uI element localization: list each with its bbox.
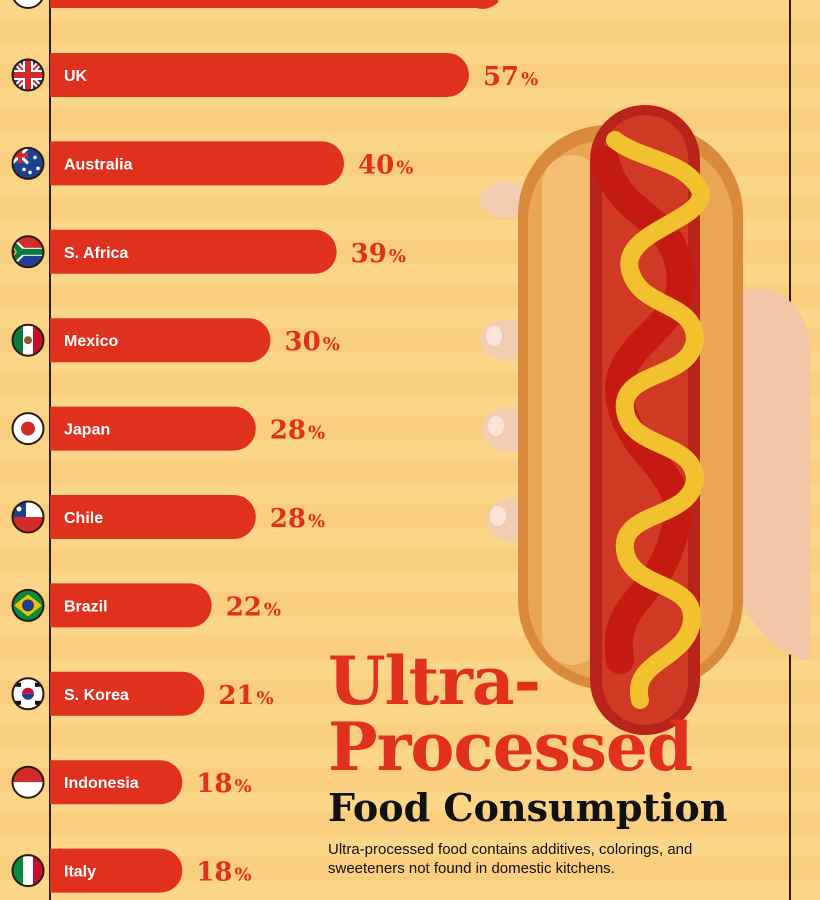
bar-label: S. Africa xyxy=(64,245,128,262)
value-label: 28% xyxy=(270,416,325,446)
italy-flag-icon xyxy=(11,854,45,888)
bar-label: Australia xyxy=(64,156,133,173)
bar-label: Italy xyxy=(64,864,96,881)
south-korea-flag-icon xyxy=(11,677,45,711)
title-line-3: Food Consumption xyxy=(328,785,728,830)
bar-label: Brazil xyxy=(64,598,108,615)
bar-mexico xyxy=(50,318,271,363)
bar-label: Indonesia xyxy=(64,775,139,792)
mexico-flag-icon xyxy=(11,323,45,357)
value-label: 39% xyxy=(351,239,406,269)
brazil-flag-icon xyxy=(11,588,45,622)
bar-partial xyxy=(50,0,499,9)
flag-partial-icon xyxy=(13,0,43,9)
value-label: 28% xyxy=(270,504,325,534)
bar-label: S. Korea xyxy=(64,687,129,704)
value-label: 21% xyxy=(218,681,273,711)
chile-flag-icon xyxy=(11,500,45,534)
south-africa-flag-icon xyxy=(11,235,45,269)
bar-japan xyxy=(50,406,256,451)
hotdog-illustration xyxy=(480,105,810,735)
title-line-1: Ultra- xyxy=(328,642,541,720)
bar-italy xyxy=(50,848,183,893)
value-label: 18% xyxy=(196,858,251,888)
indonesia-flag-icon xyxy=(11,765,45,799)
uk-flag-icon xyxy=(11,58,45,92)
value-label: 18% xyxy=(196,769,251,799)
bar-uk xyxy=(50,53,469,97)
bar-label: Chile xyxy=(64,510,103,527)
bar-label: Mexico xyxy=(64,333,118,350)
bar-label: Japan xyxy=(64,422,110,439)
australia-flag-icon xyxy=(11,146,45,180)
value-label: 22% xyxy=(226,592,281,622)
bar-indonesia xyxy=(50,760,183,805)
bar-brazil xyxy=(50,583,212,628)
bar-s-africa xyxy=(50,229,337,274)
value-label: 30% xyxy=(285,327,340,357)
bar-label: UK xyxy=(64,68,88,85)
title-block: Ultra- Processed Food Consumption Ultra-… xyxy=(328,648,808,878)
title-line-2: Processed xyxy=(328,708,693,786)
value-label: 57% xyxy=(483,62,538,92)
bar-s-korea xyxy=(50,671,205,716)
bar-chile xyxy=(50,495,256,539)
japan-flag-icon xyxy=(11,412,45,446)
description: Ultra-processed food contains additives,… xyxy=(328,841,693,877)
value-label: 40% xyxy=(358,150,413,180)
bar-australia xyxy=(50,141,344,186)
